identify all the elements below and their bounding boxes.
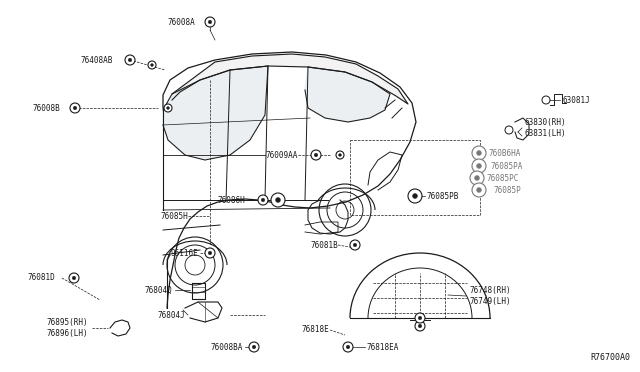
Text: 76804Q: 76804Q [144,285,172,295]
Circle shape [148,61,156,69]
Circle shape [164,104,172,112]
Circle shape [505,126,513,134]
Circle shape [472,159,486,173]
Text: 63830(RH)
63831(LH): 63830(RH) 63831(LH) [525,118,566,138]
Text: 76081B: 76081B [310,241,338,250]
Circle shape [208,20,212,24]
Circle shape [150,64,154,66]
Circle shape [205,17,215,27]
Text: 76009AA: 76009AA [266,151,298,160]
Text: 76086H: 76086H [217,196,245,205]
Text: 63081J: 63081J [563,96,591,105]
Circle shape [258,195,268,205]
Text: 76008B: 76008B [32,103,60,112]
Circle shape [311,150,321,160]
Circle shape [276,198,280,202]
Circle shape [72,276,76,280]
Circle shape [350,240,360,250]
Circle shape [271,193,285,207]
Polygon shape [163,66,268,160]
Circle shape [205,248,215,258]
Circle shape [477,187,481,192]
Text: 76085P: 76085P [494,186,522,195]
Text: 76085H: 76085H [160,212,188,221]
Polygon shape [305,67,390,122]
Circle shape [125,55,135,65]
Circle shape [73,106,77,110]
Text: 760B6HA: 760B6HA [489,148,522,157]
Polygon shape [172,54,408,104]
Text: 76818EA: 76818EA [367,343,399,352]
Circle shape [415,321,425,331]
Circle shape [346,345,349,349]
Text: 76081D: 76081D [28,273,55,282]
Text: 76085PA: 76085PA [491,161,524,170]
Text: 96116E: 96116E [170,248,198,257]
Text: 76748(RH)
76749(LH): 76748(RH) 76749(LH) [470,286,511,306]
Circle shape [336,151,344,159]
Circle shape [208,251,212,255]
Circle shape [314,153,317,157]
Text: 76085PB: 76085PB [427,192,460,201]
Text: R76700A0: R76700A0 [590,353,630,362]
Circle shape [415,313,425,323]
Circle shape [128,58,132,62]
Circle shape [70,103,80,113]
Circle shape [419,324,422,328]
Circle shape [166,107,170,109]
Circle shape [252,345,256,349]
Circle shape [408,189,422,203]
Circle shape [249,342,259,352]
Circle shape [261,198,265,202]
Circle shape [472,183,486,197]
Circle shape [477,151,481,155]
Text: 76818E: 76818E [301,326,329,334]
Circle shape [339,154,341,156]
Circle shape [343,342,353,352]
Text: 76408AB: 76408AB [81,55,113,64]
Circle shape [419,316,422,320]
Text: 76804J: 76804J [157,311,185,320]
Circle shape [69,273,79,283]
Circle shape [477,164,481,169]
Circle shape [413,193,417,198]
Text: 76085PC: 76085PC [487,173,520,183]
Circle shape [542,96,550,104]
Circle shape [470,171,484,185]
Text: 76895(RH)
76896(LH): 76895(RH) 76896(LH) [46,318,88,338]
Circle shape [472,146,486,160]
Text: 76008BA: 76008BA [211,343,243,352]
Circle shape [353,243,356,247]
Circle shape [474,176,479,180]
Text: 76008A: 76008A [167,17,195,26]
